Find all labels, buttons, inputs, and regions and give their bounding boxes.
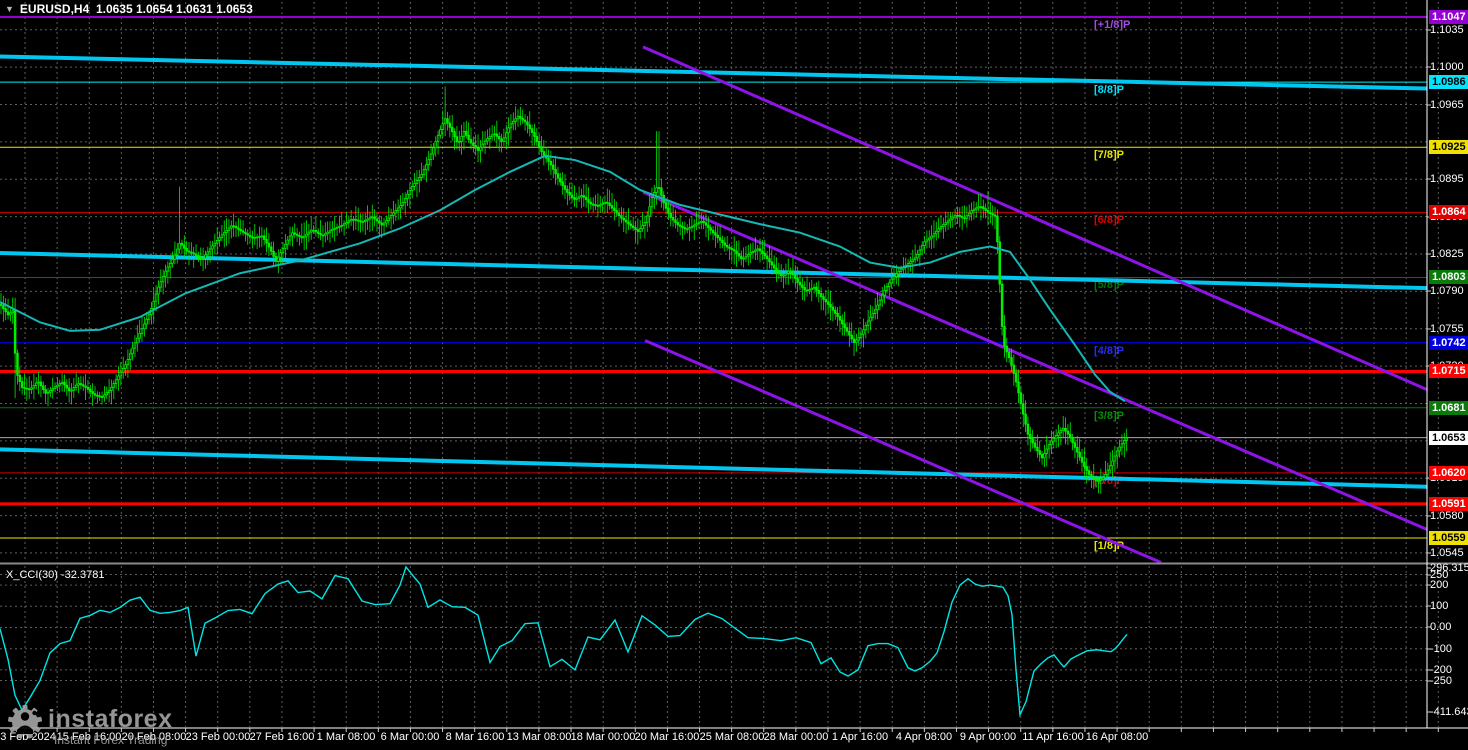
collapse-arrow-icon[interactable]: ▼ [5,4,14,14]
indicator-label: X_CCI(30) -32.3781 [6,569,105,581]
cyan-line [0,447,1428,489]
chart-title: ▼ EURUSD,H4 1.0635 1.0654 1.0631 1.0653 [5,2,253,16]
cyan-trend-lines[interactable] [0,54,1428,489]
watermark-brand: instaforex [48,705,173,733]
watermark-tagline: Instant Forex Trading [54,733,168,747]
moving-average-line [0,154,1126,403]
candlesticks [0,86,1128,494]
murrey-level-label: [7/8]P [1094,149,1124,162]
murrey-level-label: [4/8]P [1094,344,1124,357]
murrey-level-label: [+1/8]P [1094,19,1131,31]
murrey-level-label: [8/8]P [1094,84,1124,97]
ohlc-values: 1.0635 1.0654 1.0631 1.0653 [95,2,253,16]
instaforex-logo-icon [8,705,43,739]
murrey-level-label: [6/8]P [1094,214,1124,227]
purple-trend-lines[interactable] [642,45,1428,564]
murrey-level-label: [3/8]P [1094,409,1124,422]
trend-line [642,45,1428,391]
trend-line [642,190,1428,531]
trend-line [644,339,1162,564]
murrey-lines [0,16,1427,539]
cyan-line [0,250,1428,291]
symbol-timeframe: EURUSD,H4 [19,2,90,16]
pane-borders [0,0,1468,732]
cci-line [0,565,1128,718]
cyan-line [0,54,1428,91]
